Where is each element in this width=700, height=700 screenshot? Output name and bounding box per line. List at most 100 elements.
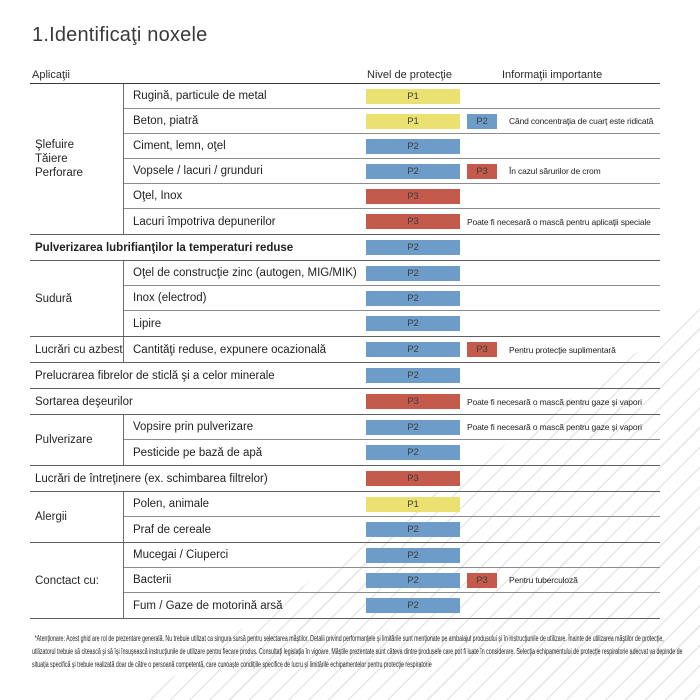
protection-level-cell: P2 bbox=[366, 598, 460, 613]
table-row: Beton, piatră P1 P2 Când concentraţia de cu… bbox=[124, 109, 660, 134]
table-full-band: Lucrări de întreţinere (ex. schimbarea f… bbox=[30, 466, 660, 492]
info-note: Poate fi necesară o mască pentru aplicaţ… bbox=[467, 216, 651, 227]
protection-level-badge: P2 bbox=[366, 419, 460, 435]
protection-level-cell: P2 bbox=[366, 290, 460, 306]
important-info-cell: Poate fi necesară o mască pentru gaze şi… bbox=[460, 422, 660, 432]
footnote: *Atenţionare: Acest ghid are rol de prez… bbox=[32, 634, 683, 669]
group-label: Pulverizare bbox=[35, 434, 93, 446]
group-rows: Cantităţi reduse, expunere ocazională P2 P… bbox=[123, 337, 660, 362]
secondary-level-badge: P3 bbox=[467, 342, 497, 357]
important-info-cell: P3 Pentru tuberculoză bbox=[460, 572, 660, 588]
group-label: Alergii bbox=[35, 511, 67, 523]
table-row: Inox (electrod) P2 bbox=[124, 286, 660, 311]
table-group-band: Alergii Polen, animale P1 Praf de cereale P2 bbox=[30, 492, 660, 543]
table-row: Cantităţi reduse, expunere ocazională P2 P… bbox=[124, 337, 660, 362]
info-note: Poate fi necesară o mască pentru gaze şi… bbox=[467, 422, 642, 432]
group-label: Şlefuire Tăiere Perforare bbox=[35, 139, 83, 179]
row-label: Rugină, particule de metal bbox=[133, 90, 267, 102]
protection-level-cell: P2 bbox=[366, 342, 460, 357]
protection-level-cell: P2 bbox=[366, 419, 460, 435]
protection-level-badge: P1 bbox=[366, 88, 460, 104]
row-label: Fum / Gaze de motorină arsă bbox=[133, 599, 283, 612]
table-row: Polen, animale P1 bbox=[124, 492, 660, 517]
table-full-band: Pulverizarea lubrifianţilor la temperatu… bbox=[30, 235, 660, 261]
protection-level-cell: P3 bbox=[366, 471, 460, 486]
row-label: Praf de cereale bbox=[133, 523, 211, 536]
protection-level-badge: P1 bbox=[366, 496, 460, 512]
protection-level-badge: P2 bbox=[366, 290, 460, 306]
protection-level-badge: P2 bbox=[366, 342, 460, 357]
protection-level-badge: P2 bbox=[366, 138, 460, 154]
protection-level-cell: P2 bbox=[366, 522, 460, 537]
row-label: Prelucrarea fibrelor de sticlă şi a celo… bbox=[35, 369, 275, 382]
table-row: Mucegai / Ciuperci P2 bbox=[124, 543, 660, 568]
protection-level-cell: P2 bbox=[366, 368, 460, 383]
row-label: Beton, piatră bbox=[133, 115, 199, 127]
important-info-cell: P3 Pentru protecţie suplimentară bbox=[460, 342, 660, 357]
secondary-level-badge: P3 bbox=[467, 572, 497, 588]
protection-level-cell: P3 bbox=[366, 188, 460, 204]
table-row: Ciment, lemn, oţel P2 bbox=[124, 134, 660, 159]
table-row: Pesticide pe bază de apă P2 bbox=[124, 440, 660, 465]
column-header-protection-level: Nivel de protecţie bbox=[367, 69, 452, 81]
protection-level-badge: P2 bbox=[366, 598, 460, 613]
group-label: Conctact cu: bbox=[35, 574, 99, 587]
protection-level-cell: P2 bbox=[366, 316, 460, 331]
table-row: Lipire P2 bbox=[124, 311, 660, 336]
protection-level-cell: P1 bbox=[366, 88, 460, 104]
table-group-band: Lucrări cu azbest Cantităţi reduse, expun… bbox=[30, 337, 660, 363]
table-row: Lacuri împotriva depunerilor P3 Poate fi n… bbox=[124, 209, 660, 234]
important-info-cell: P3 În cazul sărurilor de crom bbox=[460, 163, 660, 179]
protection-level-badge: P1 bbox=[366, 113, 460, 129]
row-label: Lucrări de întreţinere (ex. schimbarea f… bbox=[35, 472, 268, 485]
row-label: Polen, animale bbox=[133, 498, 210, 510]
protection-level-cell: P1 bbox=[366, 113, 460, 129]
protection-level-cell: P2 bbox=[366, 572, 460, 588]
table-group-band: Pulverizare Vopsire prin pulverizare P2 Poa… bbox=[30, 415, 660, 466]
important-info-cell: P2 Când concentraţia de cuarţ este ridica… bbox=[460, 113, 660, 129]
row-label: Vopsire prin pulverizare bbox=[133, 421, 254, 433]
table-full-band: Sortarea deşeurilor P3 Poate fi necesară o… bbox=[30, 389, 660, 415]
page-title: 1.Identificaţi noxele bbox=[32, 24, 208, 46]
table-row: Pulverizarea lubrifianţilor la temperatu… bbox=[30, 235, 660, 260]
table-row: Oţel, Inox P3 bbox=[124, 184, 660, 209]
table-row: Bacterii P2 P3 Pentru tuberculoză bbox=[124, 568, 660, 593]
column-header-important-info: Informaţii importante bbox=[502, 69, 603, 81]
protection-level-badge: P2 bbox=[366, 572, 460, 588]
column-header-applications: Aplicaţii bbox=[32, 69, 70, 81]
protection-level-badge: P3 bbox=[366, 394, 460, 409]
page: 1.Identificaţi noxele Aplicaţii Nivel de… bbox=[30, 24, 683, 669]
table-group-band: Conctact cu: Mucegai / Ciuperci P2 Bacterii… bbox=[30, 543, 660, 619]
group-label: Sudură bbox=[35, 292, 73, 305]
protection-level-cell: P3 bbox=[366, 394, 460, 409]
protection-level-badge: P2 bbox=[366, 316, 460, 331]
group-label: Lucrări cu azbest bbox=[35, 343, 123, 356]
group-rows: Vopsire prin pulverizare P2 Poate fi neces… bbox=[123, 415, 660, 465]
table-row: Fum / Gaze de motorină arsă P2 bbox=[124, 593, 660, 618]
table-row: Rugină, particule de metal P1 bbox=[124, 84, 660, 109]
row-label: Sortarea deşeurilor bbox=[35, 395, 133, 408]
protection-level-cell: P1 bbox=[366, 496, 460, 512]
protection-level-badge: P2 bbox=[366, 265, 460, 281]
table-row: Sortarea deşeurilor P3 Poate fi necesară o… bbox=[30, 389, 660, 414]
protection-level-badge: P2 bbox=[366, 522, 460, 537]
protection-level-badge: P2 bbox=[366, 240, 460, 255]
row-label: Inox (electrod) bbox=[133, 292, 207, 304]
row-label: Vopsele / lacuri / grunduri bbox=[133, 165, 263, 177]
info-note: Când concentraţia de cuarţ este ridicată bbox=[509, 116, 654, 126]
protection-level-badge: P3 bbox=[366, 471, 460, 486]
protection-level-badge: P2 bbox=[366, 368, 460, 383]
row-label: Pulverizarea lubrifianţilor la temperatu… bbox=[35, 241, 294, 254]
info-note: Pentru tuberculoză bbox=[509, 575, 578, 585]
row-label: Lipire bbox=[133, 317, 162, 330]
row-label: Mucegai / Ciuperci bbox=[133, 549, 229, 561]
secondary-level-badge: P2 bbox=[467, 113, 497, 129]
group-rows: Polen, animale P1 Praf de cereale P2 bbox=[123, 492, 660, 542]
important-info-cell: Poate fi necesară o mască pentru gaze şi… bbox=[460, 397, 660, 407]
protection-level-badge: P2 bbox=[366, 445, 460, 460]
table-row: Vopsire prin pulverizare P2 Poate fi neces… bbox=[124, 415, 660, 440]
important-info-cell: Poate fi necesară o mască pentru aplicaţ… bbox=[460, 217, 660, 227]
table-row: Lucrări de întreţinere (ex. schimbarea f… bbox=[30, 466, 660, 491]
info-note: Pentru protecţie suplimentară bbox=[509, 344, 616, 355]
table-row: Prelucrarea fibrelor de sticlă şi a celo… bbox=[30, 363, 660, 388]
